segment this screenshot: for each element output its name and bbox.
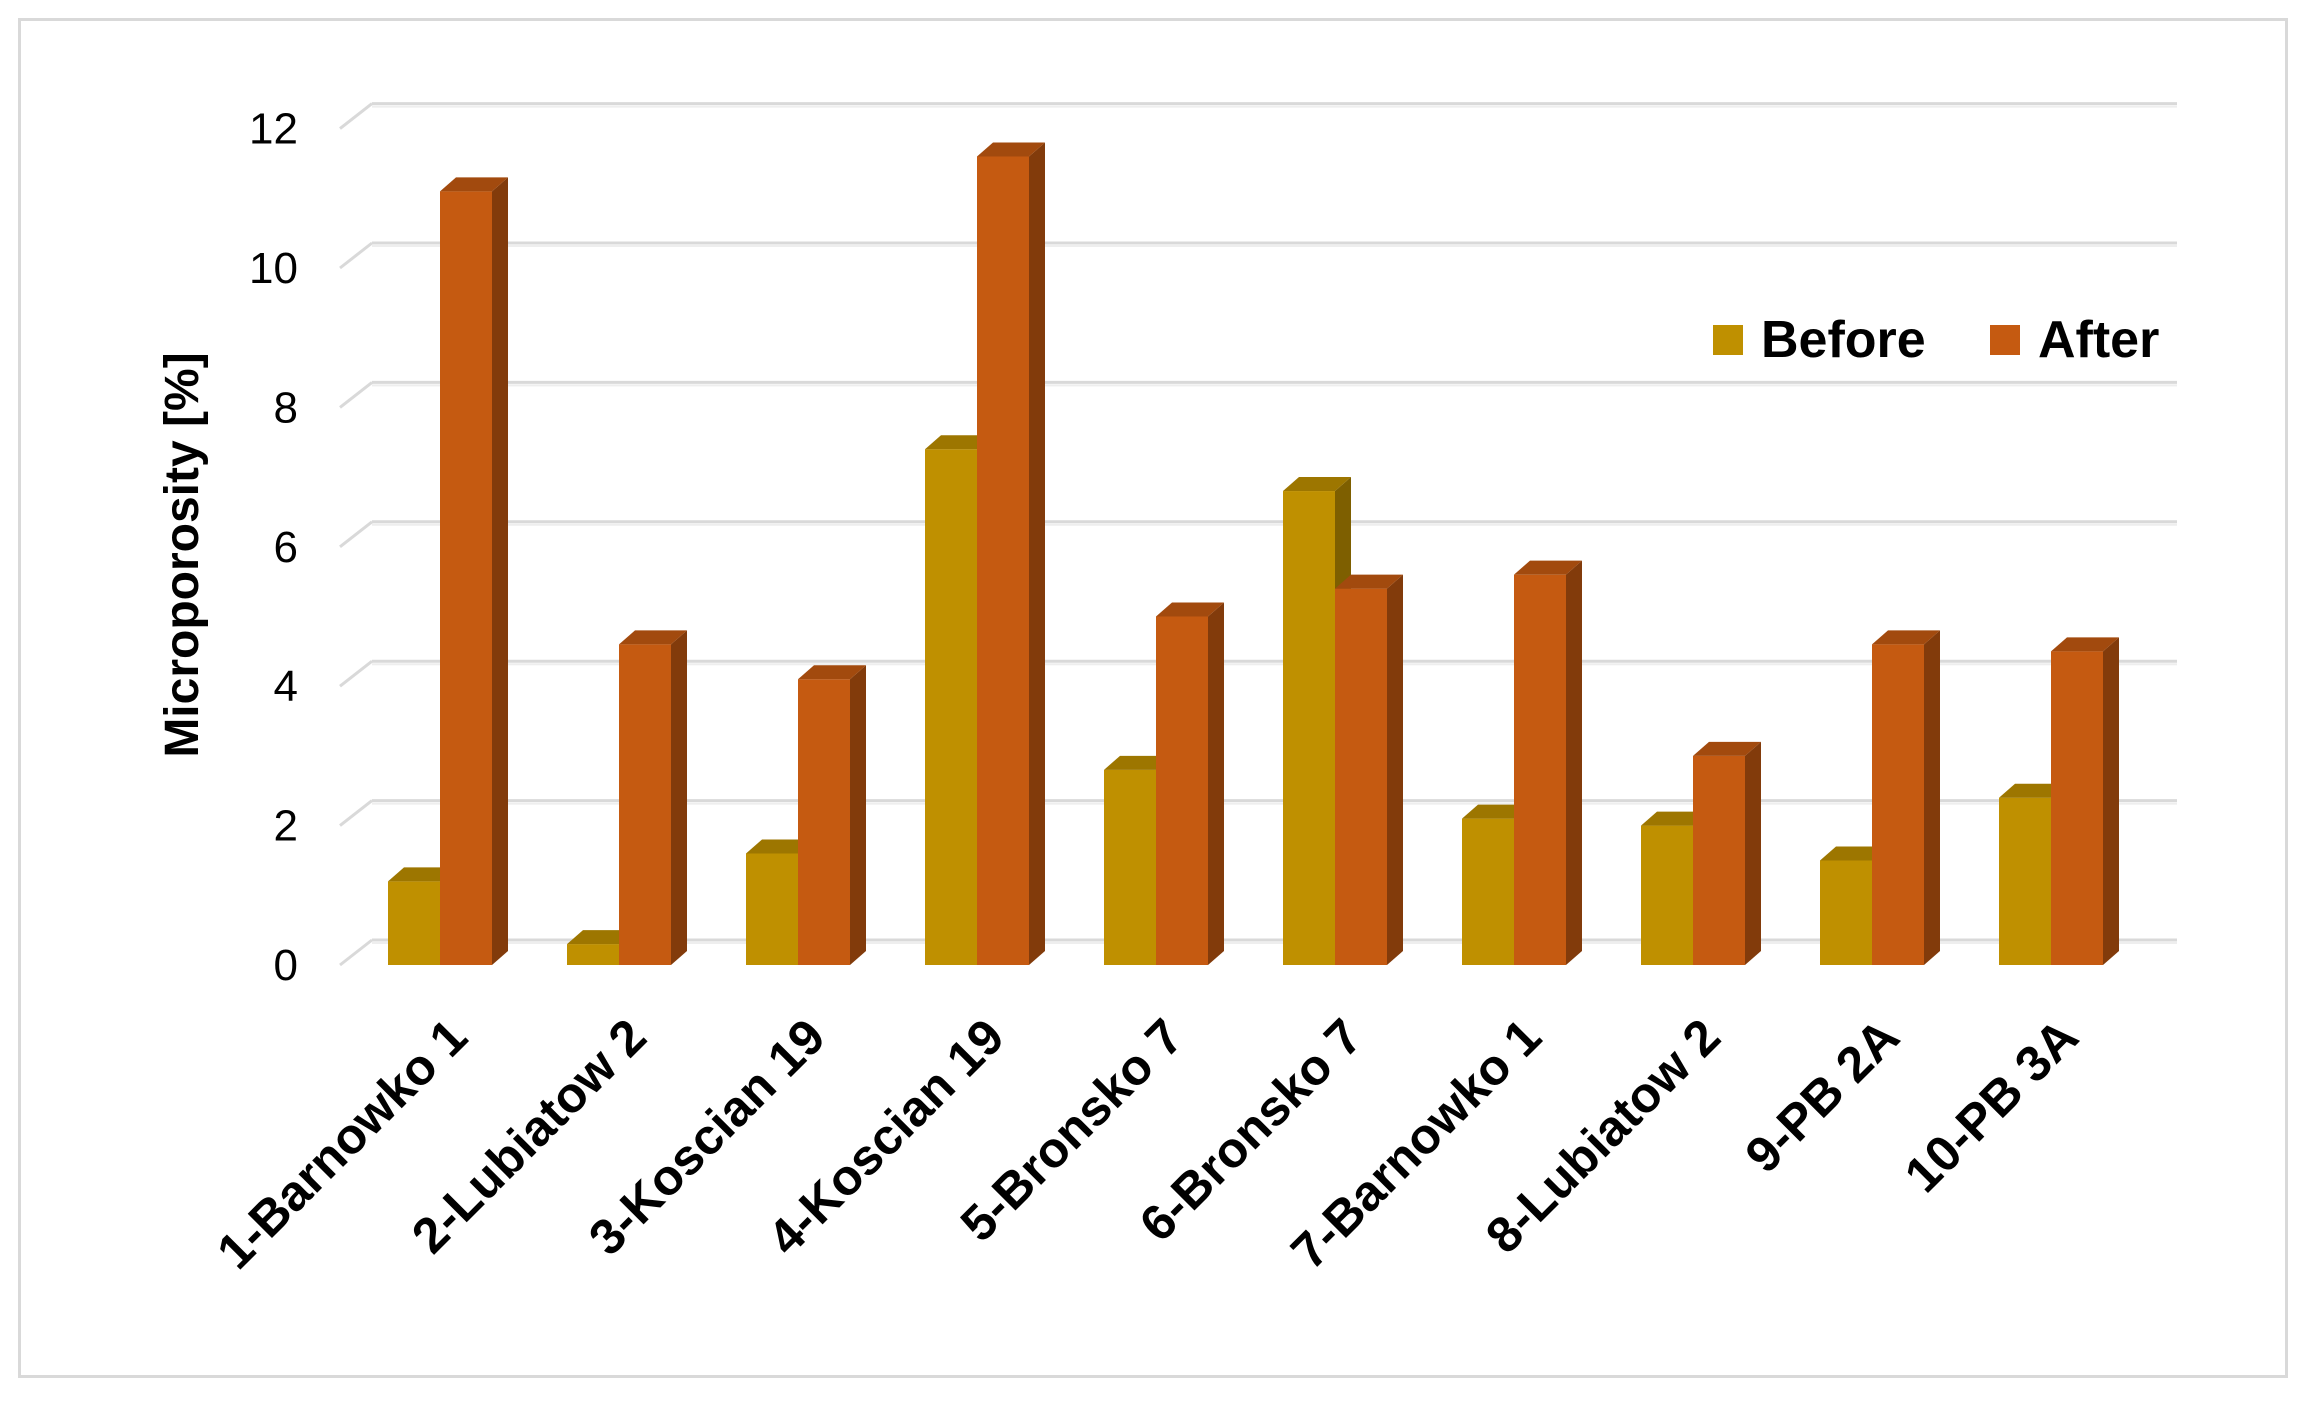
legend: Before After (1713, 311, 2159, 369)
x-tick-label: 9-PB 2A (1735, 1008, 1910, 1183)
y-tick-label: 8 (274, 383, 298, 432)
y-tick-label: 10 (249, 244, 298, 293)
legend-label: After (2038, 311, 2159, 369)
gridline (339, 102, 2177, 130)
legend-swatch (1990, 325, 2020, 355)
legend-label: Before (1761, 311, 1926, 369)
bar-after (440, 177, 508, 965)
bar-after (619, 630, 687, 965)
y-axis-title: Microporosity [%] (156, 352, 209, 757)
y-tick-label: 2 (274, 802, 298, 851)
bar-after (2051, 637, 2119, 965)
gridline (339, 380, 2177, 409)
y-tick-label: 6 (274, 523, 298, 572)
bar-after (1335, 574, 1403, 965)
gridline (339, 520, 2177, 548)
x-tick-label: 10-PB 3A (1894, 1008, 2089, 1203)
x-axis-labels: 1-Barnowko 12-Lubiatow 23-Koscian 194-Ko… (206, 1008, 2088, 1279)
bars (388, 142, 2119, 966)
bar-after (1693, 741, 1761, 965)
legend-item-before: Before (1713, 311, 1926, 369)
y-tick-label: 12 (249, 105, 298, 154)
bar-after (1872, 630, 1940, 965)
bar-after (1514, 560, 1582, 965)
bar-before (1641, 811, 1709, 965)
bar-after (1156, 602, 1224, 965)
y-tick-label: 0 (274, 941, 298, 990)
legend-swatch (1713, 325, 1743, 355)
legend-item-after: After (1990, 311, 2159, 369)
bar-after (977, 142, 1045, 966)
gridline (339, 241, 2177, 270)
y-tick-label: 4 (274, 662, 298, 711)
bar-after (798, 665, 866, 965)
y-axis-ticks: 0 2 4 6 8 10 12 (249, 105, 298, 990)
